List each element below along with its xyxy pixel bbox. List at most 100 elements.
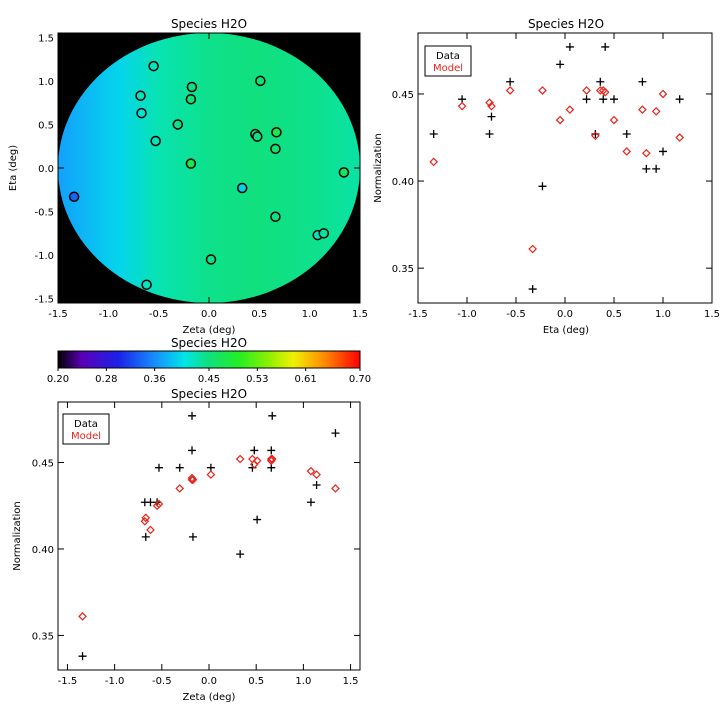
- x-tick-label: -1.5: [58, 676, 78, 687]
- zeta-scatter-y-ticks: 0.35 0.40 0.45: [32, 459, 360, 642]
- colorbar-gradient: [57, 350, 361, 369]
- y-tick-label: 0.35: [32, 631, 54, 642]
- eta-scatter-legend: Data Model: [424, 45, 472, 77]
- zeta-scatter-x-label: Zeta (deg): [183, 692, 236, 703]
- y-tick-label: 0.40: [32, 545, 54, 556]
- y-tick-label: 1.0: [38, 77, 54, 88]
- model-point-diamond: [591, 131, 600, 141]
- model-point-diamond: [152, 501, 162, 511]
- model-point-diamond: [528, 244, 538, 254]
- model-point-diamond: [312, 470, 321, 479]
- eta-scatter-title: Species H2O: [528, 17, 604, 31]
- model-point-diamond: [675, 133, 685, 142]
- model-point-diamond: [457, 101, 467, 111]
- zeta-scatter-panel: Species H2O -1.5 -1.0 -0.5 0.0 0.5 1.0 1.5 0.3…: [12, 387, 361, 703]
- y-tick-label: 0.45: [32, 459, 54, 470]
- zeta-scatter-x-ticks: -1.5 -1.0 -0.5 0.0 0.5 1.0 1.5: [58, 402, 359, 687]
- map-point: [68, 191, 80, 202]
- map-point: [185, 158, 197, 169]
- x-tick-label: 0.5: [248, 676, 264, 687]
- data-point-plus: [675, 95, 684, 104]
- x-tick-label: -1.5: [408, 309, 428, 320]
- model-point-diamond: [188, 475, 198, 485]
- eta-scatter-panel: Species H2O -1.5 -1.0 -0.5 0.0 0.5 1.0 1.5 0.3…: [373, 17, 720, 336]
- map-y-ticks: -1.5 -1.0 -0.5 0.0 0.5 1.0 1.5: [34, 33, 360, 306]
- model-point-diamond: [78, 612, 87, 621]
- colorbar-ticks: 0.20 0.28 0.36 0.45 0.53 0.61 0.70: [47, 368, 371, 385]
- map-point: [255, 75, 266, 87]
- x-tick-label: 1.0: [295, 676, 311, 687]
- zeta-scatter-legend: Data Model: [62, 413, 110, 445]
- eta-scatter-x-label: Eta (deg): [543, 325, 589, 336]
- map-point: [236, 182, 248, 194]
- y-tick-label: 1.5: [38, 33, 54, 44]
- colorbar-tick-label: 0.36: [144, 374, 166, 385]
- model-point-diamond: [487, 101, 496, 111]
- data-point-plus: [175, 463, 184, 472]
- x-tick-label: 0.5: [251, 309, 267, 320]
- x-tick-label: -0.5: [506, 309, 526, 320]
- model-point-diamond: [154, 499, 164, 509]
- y-tick-label: -0.5: [34, 208, 54, 219]
- map-point: [141, 279, 152, 290]
- y-tick-label: 0.45: [392, 90, 414, 101]
- model-point-diamond: [555, 115, 565, 125]
- model-point-diamond: [206, 470, 216, 479]
- eta-scatter-y-label: Normalization: [373, 133, 384, 203]
- model-point-diamond: [306, 466, 316, 476]
- colorbar-tick-label: 0.53: [246, 374, 268, 385]
- data-point-plus: [610, 95, 618, 104]
- model-point-diamond: [609, 115, 619, 125]
- y-tick-label: 0.0: [38, 164, 54, 175]
- colorbar-tick-label: 0.20: [47, 374, 69, 385]
- zeta-scatter-frame: [57, 401, 361, 671]
- model-point-diamond: [638, 105, 647, 114]
- model-point-diamond: [485, 98, 494, 108]
- model-point-diamond: [658, 89, 668, 99]
- colorbar-tick-label: 0.45: [198, 374, 220, 385]
- model-point-diamond: [266, 454, 276, 464]
- y-tick-label: 0.40: [392, 177, 414, 188]
- y-tick-label: 0.5: [38, 120, 54, 131]
- data-point-plus: [429, 130, 438, 139]
- y-tick-label: -1.0: [34, 251, 54, 262]
- map-point: [136, 107, 147, 119]
- map-x-ticks: -1.5 -1.0 -0.5 0.0 0.5 1.0 1.5: [48, 33, 368, 320]
- model-point-diamond: [146, 525, 155, 535]
- data-point-plus: [253, 515, 262, 524]
- data-point-plus: [306, 498, 315, 507]
- legend-box: [62, 413, 110, 445]
- model-point-diamond: [331, 484, 340, 493]
- data-point-plus: [188, 411, 197, 420]
- map-point: [186, 81, 198, 93]
- map-point: [270, 211, 281, 223]
- eta-scatter-y-ticks: 0.35 0.40 0.45: [392, 90, 712, 275]
- data-point-plus: [642, 164, 651, 173]
- map-point: [318, 228, 330, 239]
- x-tick-label: -1.0: [99, 309, 119, 320]
- map-x-label: Zeta (deg): [183, 325, 236, 336]
- data-point-plus: [556, 60, 565, 69]
- data-point-plus: [601, 42, 610, 51]
- data-point-plus: [652, 164, 661, 173]
- x-tick-label: 1.0: [655, 309, 671, 320]
- x-tick-label: -0.5: [152, 676, 172, 687]
- data-point-plus: [506, 77, 515, 86]
- model-point-diamond: [505, 86, 515, 95]
- data-point-plus: [485, 130, 494, 139]
- eta-scatter-x-ticks: -1.5 -1.0 -0.5 0.0 0.5 1.0 1.5: [408, 33, 720, 320]
- data-point-plus: [487, 112, 496, 121]
- data-point-plus: [267, 446, 276, 455]
- data-point-plus: [528, 285, 537, 294]
- model-point-diamond: [141, 513, 151, 523]
- x-tick-label: -1.0: [105, 676, 125, 687]
- legend-model-label: Model: [433, 63, 463, 74]
- model-point-diamond: [651, 107, 661, 116]
- model-point-diamond: [175, 484, 185, 493]
- eta-scatter-marks: [429, 42, 685, 294]
- y-tick-label: -1.5: [34, 295, 54, 306]
- map-point: [135, 90, 146, 101]
- zeta-scatter-y-label: Normalization: [12, 501, 23, 571]
- data-point-plus: [565, 42, 574, 51]
